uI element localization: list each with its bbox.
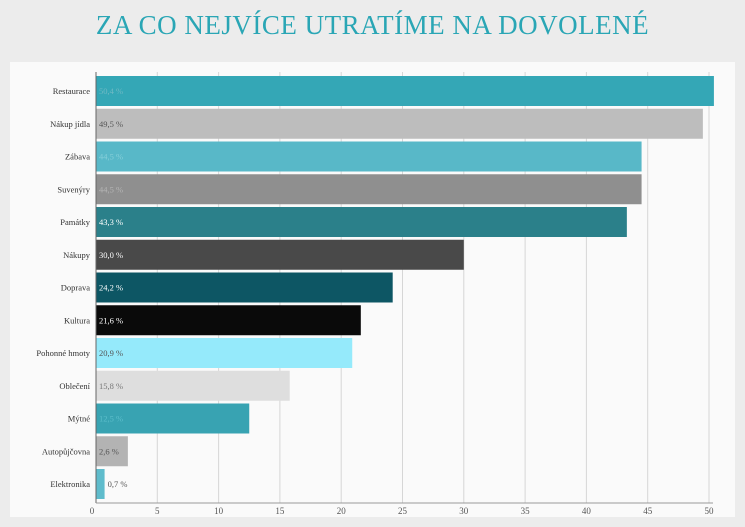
data-label: 30,0 % xyxy=(99,250,123,260)
x-tick-label: 25 xyxy=(398,506,408,516)
bar[interactable] xyxy=(96,108,703,139)
x-tick-label: 35 xyxy=(521,506,531,516)
category-label: Doprava xyxy=(61,283,90,293)
x-tick-label: 50 xyxy=(705,506,715,516)
category-label: Pohonné hmoty xyxy=(36,348,90,358)
bar[interactable] xyxy=(96,469,105,499)
category-label: Elektronika xyxy=(50,479,90,489)
category-label: Suvenýry xyxy=(57,184,90,194)
chart-title: ZA CO NEJVÍCE UTRATÍME NA DOVOLENÉ xyxy=(95,10,650,40)
data-label: 20,9 % xyxy=(99,348,123,358)
bar[interactable] xyxy=(96,436,128,467)
chart-panel: Restaurace 50,4 % Nákup jídla 49,5 % Zábava 4… xyxy=(10,62,735,517)
category-label: Nákupy xyxy=(63,250,91,260)
data-label: 0,7 % xyxy=(108,479,128,489)
x-tick-label: 10 xyxy=(214,506,224,516)
bar[interactable] xyxy=(96,403,250,434)
data-label: 2,6 % xyxy=(99,446,119,456)
x-tick-label: 30 xyxy=(459,506,469,516)
bar[interactable] xyxy=(96,305,361,336)
category-label: Restaurace xyxy=(53,86,91,96)
bar[interactable] xyxy=(96,338,353,368)
category-label: Nákup jídla xyxy=(50,119,90,129)
x-tick-label: 40 xyxy=(582,506,592,516)
bar[interactable] xyxy=(96,207,627,237)
bar[interactable] xyxy=(96,239,464,270)
bar[interactable] xyxy=(96,370,290,401)
bar[interactable] xyxy=(96,76,714,106)
data-label: 44,5 % xyxy=(99,184,123,194)
data-label: 21,6 % xyxy=(99,315,123,325)
x-tick-label: 0 xyxy=(90,506,95,516)
data-label: 24,2 % xyxy=(99,283,123,293)
data-label: 44,5 % xyxy=(99,152,123,162)
x-tick-label: 20 xyxy=(337,506,347,516)
data-label: 49,5 % xyxy=(99,119,123,129)
category-label: Autopůjčovna xyxy=(42,446,90,456)
category-label: Památky xyxy=(60,217,90,227)
data-label: 43,3 % xyxy=(99,217,123,227)
category-label: Zábava xyxy=(65,152,90,162)
category-label: Oblečení xyxy=(59,381,90,391)
data-label: 15,8 % xyxy=(99,381,123,391)
bar[interactable] xyxy=(96,141,642,172)
x-tick-label: 15 xyxy=(275,506,285,516)
x-tick-label: 5 xyxy=(155,506,160,516)
category-label: Kultura xyxy=(64,315,90,325)
data-label: 12,5 % xyxy=(99,414,123,424)
bar-chart: Restaurace 50,4 % Nákup jídla 49,5 % Zábava 4… xyxy=(36,72,715,516)
data-label: 50,4 % xyxy=(99,86,123,96)
x-tick-label: 45 xyxy=(643,506,653,516)
bar[interactable] xyxy=(96,272,393,303)
category-label: Mýtné xyxy=(68,414,90,424)
bar[interactable] xyxy=(96,174,642,205)
